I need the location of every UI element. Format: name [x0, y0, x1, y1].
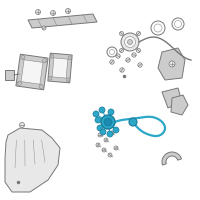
Circle shape [136, 32, 140, 36]
Polygon shape [5, 70, 14, 80]
Circle shape [113, 127, 119, 133]
Circle shape [36, 9, 40, 15]
Circle shape [114, 146, 118, 150]
Circle shape [108, 153, 112, 157]
Circle shape [116, 54, 120, 58]
Circle shape [100, 129, 106, 135]
Circle shape [17, 81, 21, 85]
Circle shape [107, 131, 113, 137]
Circle shape [132, 53, 136, 57]
Circle shape [169, 61, 175, 67]
Polygon shape [21, 60, 43, 84]
Circle shape [95, 117, 101, 123]
Circle shape [93, 111, 99, 117]
Circle shape [120, 68, 124, 72]
Polygon shape [48, 53, 72, 83]
Circle shape [102, 148, 106, 152]
Circle shape [108, 109, 114, 115]
Circle shape [120, 48, 124, 52]
Circle shape [128, 40, 132, 45]
Circle shape [121, 33, 139, 51]
Polygon shape [52, 58, 68, 78]
Circle shape [124, 36, 136, 47]
Circle shape [104, 138, 108, 142]
Circle shape [101, 115, 115, 129]
Circle shape [138, 63, 142, 67]
Circle shape [96, 143, 100, 147]
Circle shape [104, 118, 112, 126]
Polygon shape [16, 54, 48, 90]
Circle shape [110, 60, 114, 64]
Circle shape [50, 54, 54, 58]
Circle shape [43, 59, 47, 63]
Circle shape [21, 56, 25, 60]
Circle shape [39, 84, 43, 88]
Circle shape [120, 32, 124, 36]
Circle shape [66, 78, 70, 82]
Circle shape [97, 125, 103, 131]
Circle shape [110, 131, 114, 135]
Polygon shape [162, 88, 182, 108]
Circle shape [48, 76, 52, 80]
Circle shape [68, 56, 72, 60]
Circle shape [20, 122, 24, 128]
Polygon shape [162, 152, 182, 165]
Polygon shape [171, 95, 188, 115]
Polygon shape [158, 48, 185, 80]
Polygon shape [28, 14, 97, 28]
Circle shape [98, 133, 102, 137]
Circle shape [42, 26, 46, 30]
Polygon shape [5, 128, 60, 192]
Circle shape [99, 107, 105, 113]
Circle shape [136, 48, 140, 52]
Circle shape [129, 118, 137, 126]
Circle shape [126, 58, 130, 62]
Circle shape [50, 10, 56, 16]
Circle shape [66, 8, 70, 14]
